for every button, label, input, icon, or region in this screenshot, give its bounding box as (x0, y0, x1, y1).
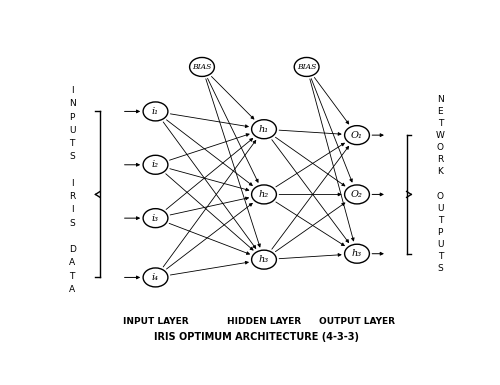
Text: i₁: i₁ (152, 107, 159, 116)
Circle shape (294, 57, 319, 77)
Text: P: P (438, 228, 443, 237)
Circle shape (252, 120, 276, 139)
Circle shape (143, 102, 168, 121)
Text: i₂: i₂ (152, 160, 159, 169)
Text: T: T (70, 139, 75, 148)
Text: O₁: O₁ (351, 131, 363, 140)
Text: A: A (69, 258, 75, 267)
Text: I: I (71, 86, 74, 95)
Text: O: O (437, 192, 444, 201)
Text: i₃: i₃ (152, 214, 159, 223)
Text: BIAS: BIAS (297, 63, 316, 71)
Text: h₁: h₁ (259, 125, 269, 134)
Text: O: O (437, 143, 444, 152)
Circle shape (143, 209, 168, 228)
Text: E: E (438, 107, 443, 116)
Text: HIDDEN LAYER: HIDDEN LAYER (227, 317, 301, 326)
Text: T: T (438, 252, 443, 261)
Circle shape (252, 250, 276, 269)
Circle shape (252, 185, 276, 204)
Text: P: P (70, 113, 75, 122)
Circle shape (143, 268, 168, 287)
Text: U: U (69, 126, 75, 135)
Text: S: S (438, 264, 443, 273)
Circle shape (344, 185, 370, 204)
Circle shape (143, 155, 168, 174)
Text: T: T (70, 271, 75, 281)
Text: h₃: h₃ (352, 249, 362, 258)
Text: BIAS: BIAS (192, 63, 212, 71)
Text: h₃: h₃ (259, 255, 269, 264)
Text: S: S (70, 152, 75, 161)
Text: I: I (71, 179, 74, 188)
Text: W: W (436, 131, 445, 140)
Text: IRIS OPTIMUM ARCHITECTURE (4-3-3): IRIS OPTIMUM ARCHITECTURE (4-3-3) (154, 332, 359, 342)
Text: O₂: O₂ (351, 190, 363, 199)
Text: D: D (69, 245, 75, 254)
Circle shape (344, 126, 370, 145)
Text: I: I (71, 205, 74, 214)
Text: OUTPUT LAYER: OUTPUT LAYER (319, 317, 395, 326)
Text: N: N (69, 99, 75, 109)
Text: INPUT LAYER: INPUT LAYER (122, 317, 188, 326)
Text: N: N (437, 95, 444, 104)
Circle shape (344, 244, 370, 263)
Text: A: A (69, 285, 75, 294)
Text: R: R (69, 192, 75, 201)
Text: U: U (437, 240, 444, 249)
Circle shape (190, 57, 214, 77)
Text: T: T (438, 216, 443, 225)
Text: T: T (438, 119, 443, 128)
Text: S: S (70, 219, 75, 228)
Text: K: K (438, 167, 444, 176)
Text: R: R (437, 156, 444, 164)
Text: h₂: h₂ (259, 190, 269, 199)
Text: U: U (437, 204, 444, 213)
Text: i₄: i₄ (152, 273, 159, 282)
